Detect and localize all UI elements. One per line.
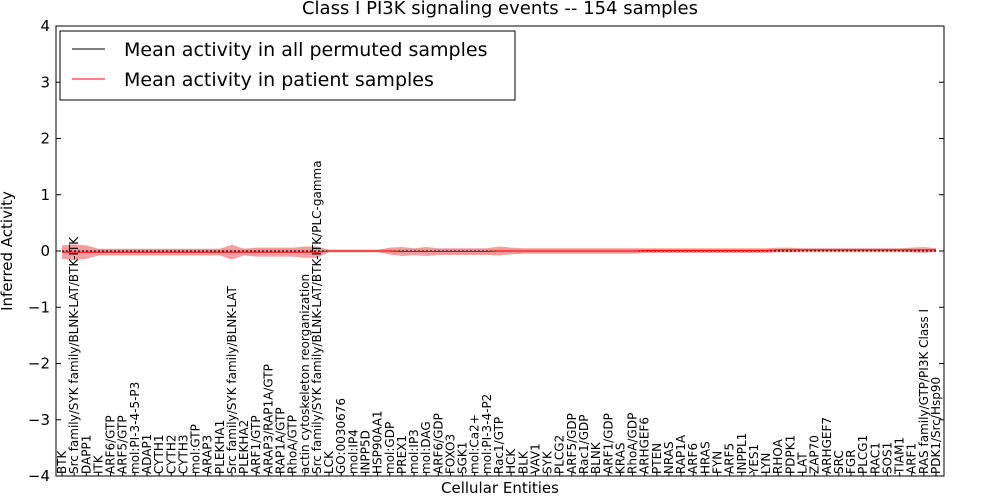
x-category-label: ARF6/GTP xyxy=(104,415,118,474)
y-tick-label: −2 xyxy=(28,355,50,373)
x-category-label: mol:PI-3-4-5-P3 xyxy=(128,382,142,474)
x-category-label: YES1 xyxy=(747,444,761,475)
x-category-label: Rac1/GTP xyxy=(492,417,506,474)
y-axis-ticks: −4 −3 −2 −1 0 1 2 3 4 xyxy=(28,17,944,485)
x-category-label: DAPP1 xyxy=(79,435,93,474)
x-category-label: LCK xyxy=(322,450,336,474)
y-tick-label: −3 xyxy=(28,411,50,429)
x-category-label: CYTH3 xyxy=(176,435,190,475)
x-category-label: actin cytoskeleton reorganization xyxy=(298,274,312,474)
x-category-label: mol:DAG xyxy=(419,421,433,474)
x-category-label: ITK xyxy=(91,454,105,474)
x-category-label: FGR xyxy=(844,449,858,474)
y-axis-label: Inferred Activity xyxy=(0,191,16,311)
x-category-label: ARF6 xyxy=(686,443,700,474)
legend: Mean activity in all permuted samples Me… xyxy=(59,30,516,101)
x-category-label: BLNK xyxy=(589,441,603,474)
x-category-label: PDK1/Src/Hsp90 xyxy=(929,377,943,474)
y-tick-label: 2 xyxy=(40,130,50,148)
y-tick-label: 3 xyxy=(40,73,50,91)
x-category-label: RAP1A/GTP xyxy=(274,407,288,474)
x-category-label: ARF6/GDP xyxy=(431,413,445,474)
x-category-label: Src family/SYK family/BLNK-LAT xyxy=(225,285,239,474)
x-category-label: LYN xyxy=(759,453,773,474)
x-category-label: FYN xyxy=(711,451,725,474)
x-category-label: HRAS xyxy=(698,441,712,474)
x-category-label: mol:IP4 xyxy=(346,429,360,474)
x-category-label: RhoA/GTP xyxy=(286,415,300,474)
x-category-label: mol:Ca2+ xyxy=(468,414,482,474)
x-category-label: PLEKHA1 xyxy=(213,420,227,474)
x-category-label: NRAS xyxy=(662,441,676,474)
x-category-label: BTK xyxy=(55,449,69,474)
x-category-label: PREX1 xyxy=(395,435,409,474)
x-category-label: PTEN xyxy=(650,443,664,474)
x-category-label: ARAP3 xyxy=(201,435,215,474)
x-category-label: HCK xyxy=(504,448,518,474)
x-category-label: RhoA/GDP xyxy=(626,413,640,474)
x-category-label: RHOA xyxy=(771,438,785,474)
x-category-label: PLCG1 xyxy=(856,435,870,474)
x-category-label: PLCG2 xyxy=(553,435,567,474)
y-tick-label: 0 xyxy=(40,242,50,260)
x-category-label: CYTH2 xyxy=(164,435,178,475)
x-category-label: ZAP70 xyxy=(808,435,822,474)
x-category-label: ARF5 xyxy=(723,443,737,474)
x-category-label: SGK1 xyxy=(456,442,470,474)
x-axis-ticks xyxy=(61,472,937,476)
x-category-label: Rac1/GDP xyxy=(577,415,591,474)
series-lines xyxy=(62,249,936,253)
x-category-label: mol:IP3 xyxy=(407,429,421,474)
x-category-label: ARF1 xyxy=(905,443,919,474)
legend-label-permuted: Mean activity in all permuted samples xyxy=(124,39,487,61)
x-category-label: mol:GDP xyxy=(383,422,397,474)
x-category-label: mol:GTP xyxy=(189,424,203,474)
x-category-label: GO:0030676 xyxy=(334,398,348,474)
x-category-label: BLK xyxy=(516,450,530,474)
x-category-label: FOXO3 xyxy=(443,434,457,474)
x-category-label: Src family/SYK family/BLNK-LAT/BTK-ITK xyxy=(67,236,81,474)
x-category-label: ARAP3/RAP1A/GTP xyxy=(261,364,275,474)
x-category-label: ARHGEF7 xyxy=(820,417,834,474)
y-tick-label: 4 xyxy=(40,17,50,35)
x-category-label: LAT xyxy=(795,452,809,474)
x-category-label: VAV1 xyxy=(528,443,542,474)
band-series-1 xyxy=(62,244,936,260)
x-category-label: ADAP1 xyxy=(140,434,154,474)
legend-label-patient: Mean activity in patient samples xyxy=(124,69,434,91)
x-category-label: SOS1 xyxy=(880,442,894,474)
legend-frame xyxy=(59,30,516,101)
x-category-label: PLEKHA2 xyxy=(237,420,251,474)
x-category-label: RAS family/GTP/PI3K Class I xyxy=(917,309,931,474)
x-category-label: ARF1/GDP xyxy=(601,413,615,474)
x-axis-label: Cellular Entities xyxy=(441,479,559,497)
x-category-label: INPP5D xyxy=(358,430,372,474)
x-category-label: KRAS xyxy=(613,442,627,474)
x-category-label: ARHGEF6 xyxy=(638,417,652,474)
y-tick-label: 1 xyxy=(40,186,50,204)
x-category-label: INPPL1 xyxy=(735,433,749,474)
x-category-label: PDPK1 xyxy=(783,435,797,474)
x-category-label: SRC xyxy=(832,450,846,474)
x-category-label: SYK xyxy=(541,450,555,474)
x-category-label: TIAM1 xyxy=(893,437,907,475)
x-category-label: ARF5/GTP xyxy=(116,415,130,474)
chart-title: Class I PI3K signaling events -- 154 sam… xyxy=(302,0,698,19)
x-category-label: ARF5/GDP xyxy=(565,413,579,474)
x-category-label: CYTH1 xyxy=(152,435,166,475)
y-tick-label: −4 xyxy=(28,467,50,485)
x-category-label: Src family/SYK family/BLNK-LAT/BTK-ITK/P… xyxy=(310,160,324,474)
x-category-label: HSP90AA1 xyxy=(371,410,385,474)
y-tick-label: −1 xyxy=(28,298,50,316)
line-series-1 xyxy=(62,249,936,253)
x-category-label: RAP1A xyxy=(674,434,688,474)
x-category-label: mol:PI-3-4-P2 xyxy=(480,394,494,474)
x-category-label: ARF1/GTP xyxy=(249,415,263,474)
x-category-label: RAC1 xyxy=(868,442,882,474)
